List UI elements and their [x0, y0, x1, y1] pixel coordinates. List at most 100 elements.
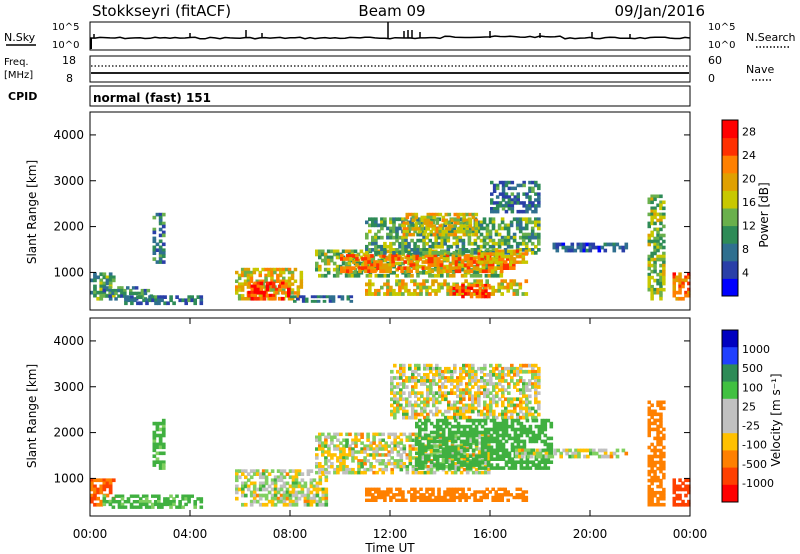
echo-cell — [501, 433, 506, 438]
echo-cell — [324, 459, 328, 463]
echo-cell — [152, 215, 157, 220]
echo-cell — [169, 500, 173, 504]
echo-cell — [403, 260, 407, 264]
echo-cell — [447, 436, 452, 441]
echo-cell — [486, 415, 490, 420]
echo-cell — [287, 276, 292, 281]
echo-cell — [478, 273, 483, 278]
echo-cell — [531, 412, 535, 417]
echo-cell — [258, 475, 263, 480]
echo-cell — [452, 292, 456, 296]
echo-cell — [675, 278, 679, 283]
echo-cell — [489, 391, 493, 395]
echo-cell — [466, 257, 471, 261]
echo-cell — [479, 288, 483, 293]
echo-cell — [99, 278, 104, 283]
echo-cell — [396, 400, 400, 405]
echo-cell — [480, 436, 485, 441]
echo-cell — [330, 435, 334, 439]
echo-cell — [537, 226, 541, 231]
echo-cell — [465, 470, 470, 475]
echo-cell — [429, 445, 434, 450]
echo-cell — [510, 418, 515, 423]
echo-cell — [336, 438, 340, 442]
echo-cell — [402, 447, 407, 451]
echo-cell — [555, 248, 560, 253]
echo-cell — [482, 493, 486, 497]
echo-cell — [450, 463, 455, 467]
echo-cell — [528, 466, 533, 470]
echo-cell — [456, 430, 461, 435]
echo-cell — [444, 439, 449, 444]
echo-cell — [375, 450, 379, 454]
echo-cell — [659, 493, 663, 498]
echo-cell — [264, 469, 269, 473]
echo-cell — [310, 295, 315, 299]
echo-cell — [481, 292, 485, 296]
echo-cell — [500, 282, 504, 287]
echo-cell — [365, 490, 369, 494]
echo-cell — [318, 467, 322, 472]
echo-cell — [417, 470, 422, 475]
echo-cell — [345, 467, 349, 472]
echo-cell — [432, 212, 437, 217]
echo-cell — [348, 453, 352, 457]
echo-cell — [531, 204, 535, 208]
echo-cell — [435, 424, 440, 429]
echo-cell — [391, 260, 395, 264]
echo-cell — [390, 467, 394, 472]
echo-cell — [510, 363, 514, 368]
echo-cell — [283, 284, 288, 289]
echo-cell — [288, 493, 293, 498]
echo-cell — [240, 294, 245, 298]
echo-cell — [398, 241, 402, 246]
echo-cell — [465, 388, 469, 392]
echo-cell — [161, 466, 166, 470]
echo-cell — [270, 276, 274, 281]
echo-cell — [246, 270, 251, 275]
echo-cell — [456, 412, 460, 417]
echo-cell — [425, 241, 429, 246]
echo-cell — [537, 204, 541, 208]
echo-cell — [445, 269, 450, 274]
echo-cell — [393, 412, 397, 417]
echo-cell — [368, 498, 372, 502]
echo-cell — [656, 281, 660, 286]
echo-cell — [427, 418, 431, 423]
echo-cell — [332, 249, 337, 254]
echo-cell — [474, 418, 479, 423]
echo-cell — [495, 195, 500, 199]
echo-cell — [127, 295, 131, 299]
echo-cell — [461, 241, 466, 246]
echo-cell — [265, 287, 270, 292]
echo-cell — [368, 285, 372, 290]
echo-cell — [413, 251, 417, 255]
echo-cell — [510, 192, 515, 196]
echo-cell — [267, 472, 272, 476]
echo-cell — [549, 460, 554, 464]
echo-cell — [408, 456, 413, 460]
echo-cell — [294, 493, 299, 498]
cpid-panel: CPID normal (fast) 151 — [8, 85, 691, 107]
echo-cell — [441, 394, 445, 399]
echo-cell — [363, 450, 367, 454]
echo-cell — [158, 436, 163, 441]
echo-cell — [420, 376, 424, 380]
echo-cell — [408, 438, 413, 442]
echo-cell — [411, 415, 415, 420]
echo-cell — [504, 255, 508, 259]
echo-cell — [507, 195, 512, 199]
echo-cell — [659, 412, 663, 417]
echo-cell — [398, 279, 402, 284]
echo-cell — [659, 206, 663, 211]
echo-cell — [456, 424, 461, 429]
echo-cell — [434, 267, 438, 272]
echo-cell — [402, 379, 406, 383]
echo-cell — [270, 469, 275, 473]
echo-cell — [468, 363, 472, 368]
echo-cell — [300, 487, 305, 492]
echo-cell — [155, 260, 160, 264]
echo-cell — [672, 275, 676, 280]
echo-cell — [336, 467, 340, 472]
